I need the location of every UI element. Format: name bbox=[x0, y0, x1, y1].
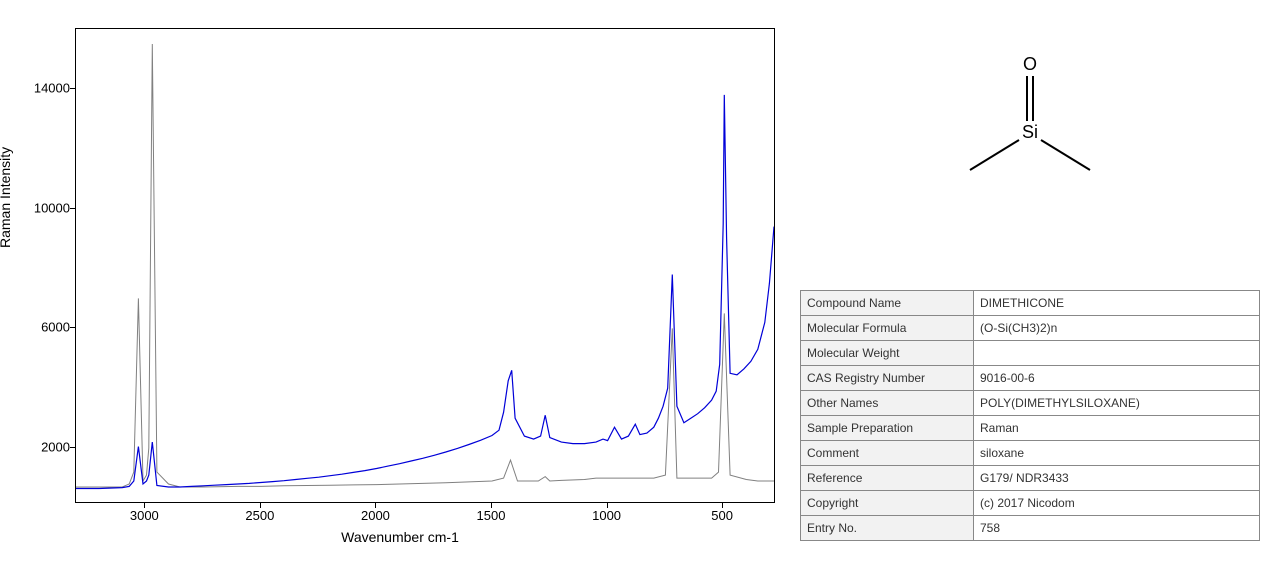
chart-panel: Raman Intensity 200060001000014000 30002… bbox=[10, 10, 790, 550]
x-tick-label: 2500 bbox=[245, 508, 274, 523]
table-row: Other NamesPOLY(DIMETHYLSILOXANE) bbox=[801, 391, 1260, 416]
atom-oxygen: O bbox=[1023, 54, 1037, 74]
table-value: G179/ NDR3433 bbox=[974, 466, 1260, 491]
table-row: Commentsiloxane bbox=[801, 441, 1260, 466]
table-label: Reference bbox=[801, 466, 974, 491]
table-value: POLY(DIMETHYLSILOXANE) bbox=[974, 391, 1260, 416]
table-label: CAS Registry Number bbox=[801, 366, 974, 391]
table-row: CAS Registry Number9016-00-6 bbox=[801, 366, 1260, 391]
y-tick-mark bbox=[70, 208, 75, 209]
structure-svg: O Si bbox=[940, 50, 1120, 200]
table-row: ReferenceG179/ NDR3433 bbox=[801, 466, 1260, 491]
x-tick-label: 3000 bbox=[130, 508, 159, 523]
y-tick-label: 10000 bbox=[34, 200, 70, 215]
x-tick-mark bbox=[607, 503, 608, 508]
bond-right bbox=[1041, 140, 1090, 170]
table-row: Sample PreparationRaman bbox=[801, 416, 1260, 441]
atom-silicon: Si bbox=[1022, 122, 1038, 142]
x-tick-mark bbox=[144, 503, 145, 508]
spectrum-line-gray-spectrum bbox=[76, 44, 774, 487]
table-value: 9016-00-6 bbox=[974, 366, 1260, 391]
table-label: Copyright bbox=[801, 491, 974, 516]
table-value: Raman bbox=[974, 416, 1260, 441]
x-tick-mark bbox=[375, 503, 376, 508]
table-label: Molecular Formula bbox=[801, 316, 974, 341]
table-row: Copyright(c) 2017 Nicodom bbox=[801, 491, 1260, 516]
x-tick-mark bbox=[491, 503, 492, 508]
x-tick-label: 500 bbox=[711, 508, 733, 523]
table-value: DIMETHICONE bbox=[974, 291, 1260, 316]
x-axis-label: Wavenumber cm-1 bbox=[341, 529, 459, 545]
y-tick-mark bbox=[70, 88, 75, 89]
bond-left bbox=[970, 140, 1019, 170]
table-value: (c) 2017 Nicodom bbox=[974, 491, 1260, 516]
spectrum-svg bbox=[76, 29, 774, 502]
y-axis-label: Raman Intensity bbox=[0, 147, 13, 248]
table-value: (O-Si(CH3)2)n bbox=[974, 316, 1260, 341]
x-tick-label: 2000 bbox=[361, 508, 390, 523]
y-tick-label: 2000 bbox=[41, 440, 70, 455]
x-tick-label: 1500 bbox=[477, 508, 506, 523]
table-row: Molecular Formula(O-Si(CH3)2)n bbox=[801, 316, 1260, 341]
table-label: Molecular Weight bbox=[801, 341, 974, 366]
x-tick-mark bbox=[260, 503, 261, 508]
y-tick-label: 6000 bbox=[41, 320, 70, 335]
spectrum-line-blue-spectrum bbox=[76, 95, 774, 489]
right-panel: O Si Compound NameDIMETHICONEMolecular F… bbox=[790, 10, 1270, 550]
table-value bbox=[974, 341, 1260, 366]
molecular-structure-diagram: O Si bbox=[940, 50, 1120, 200]
y-tick-mark bbox=[70, 327, 75, 328]
table-label: Entry No. bbox=[801, 516, 974, 541]
table-label: Comment bbox=[801, 441, 974, 466]
table-row: Molecular Weight bbox=[801, 341, 1260, 366]
table-value: siloxane bbox=[974, 441, 1260, 466]
table-value: 758 bbox=[974, 516, 1260, 541]
table-label: Compound Name bbox=[801, 291, 974, 316]
plot-area bbox=[75, 28, 775, 503]
x-tick-label: 1000 bbox=[592, 508, 621, 523]
x-tick-mark bbox=[722, 503, 723, 508]
table-label: Sample Preparation bbox=[801, 416, 974, 441]
table-label: Other Names bbox=[801, 391, 974, 416]
table-row: Compound NameDIMETHICONE bbox=[801, 291, 1260, 316]
table-row: Entry No.758 bbox=[801, 516, 1260, 541]
compound-info-table: Compound NameDIMETHICONEMolecular Formul… bbox=[800, 290, 1260, 541]
y-tick-label: 14000 bbox=[34, 80, 70, 95]
y-tick-mark bbox=[70, 447, 75, 448]
